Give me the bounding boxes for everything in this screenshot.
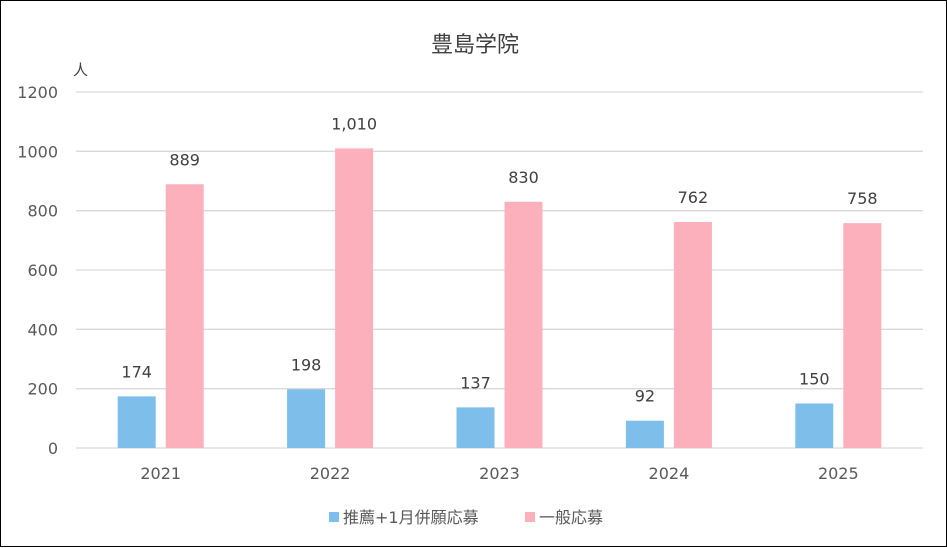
y-axis-unit-label: 人 xyxy=(73,61,88,79)
data-label: 889 xyxy=(169,150,200,169)
bar-ippan-2021 xyxy=(165,184,204,448)
data-label: 1,010 xyxy=(331,114,377,133)
x-tick-label: 2022 xyxy=(310,464,351,483)
y-tick-label: 400 xyxy=(27,320,58,339)
x-axis-ticks: 2021 2022 2023 2024 2025 xyxy=(140,464,858,483)
data-label: 150 xyxy=(799,370,830,389)
x-tick-label: 2023 xyxy=(479,464,520,483)
y-tick-label: 200 xyxy=(27,380,58,399)
x-tick-label: 2025 xyxy=(818,464,859,483)
chart-title: 豊島学院 xyxy=(431,33,519,58)
y-tick-label: 600 xyxy=(27,261,58,280)
data-label: 198 xyxy=(291,355,322,374)
bar-ippan-2025 xyxy=(843,223,882,448)
data-label: 137 xyxy=(460,373,491,392)
data-label: 830 xyxy=(508,168,539,187)
legend-swatch xyxy=(329,512,339,522)
data-label: 762 xyxy=(678,188,709,207)
y-axis-ticks: 0 200 400 600 800 1000 1200 xyxy=(17,83,58,458)
bar-suisen-2022 xyxy=(287,389,326,448)
bar-suisen-2021 xyxy=(117,396,156,448)
x-tick-label: 2024 xyxy=(649,464,690,483)
gridlines xyxy=(76,91,923,449)
legend-label: 一般応募 xyxy=(539,508,603,527)
data-label: 92 xyxy=(635,387,655,406)
x-tick-label: 2021 xyxy=(140,464,181,483)
legend-swatch xyxy=(525,512,535,522)
bar-ippan-2022 xyxy=(335,148,374,448)
y-tick-label: 1200 xyxy=(17,83,58,102)
legend-label: 推薦+1月併願応募 xyxy=(343,508,479,527)
legend: 推薦+1月併願応募 一般応募 xyxy=(329,508,603,527)
bar-suisen-2023 xyxy=(456,407,495,448)
bar-ippan-2023 xyxy=(504,201,543,448)
bar-ippan-2024 xyxy=(673,221,712,448)
y-tick-label: 1000 xyxy=(17,142,58,161)
data-label: 174 xyxy=(121,362,152,381)
y-tick-label: 0 xyxy=(48,439,58,458)
bars: 174 889 198 1,010 137 830 92 762 150 758 xyxy=(117,114,882,448)
data-label: 758 xyxy=(847,189,878,208)
y-tick-label: 800 xyxy=(27,202,58,221)
bar-suisen-2025 xyxy=(795,403,834,448)
bar-suisen-2024 xyxy=(625,420,664,448)
